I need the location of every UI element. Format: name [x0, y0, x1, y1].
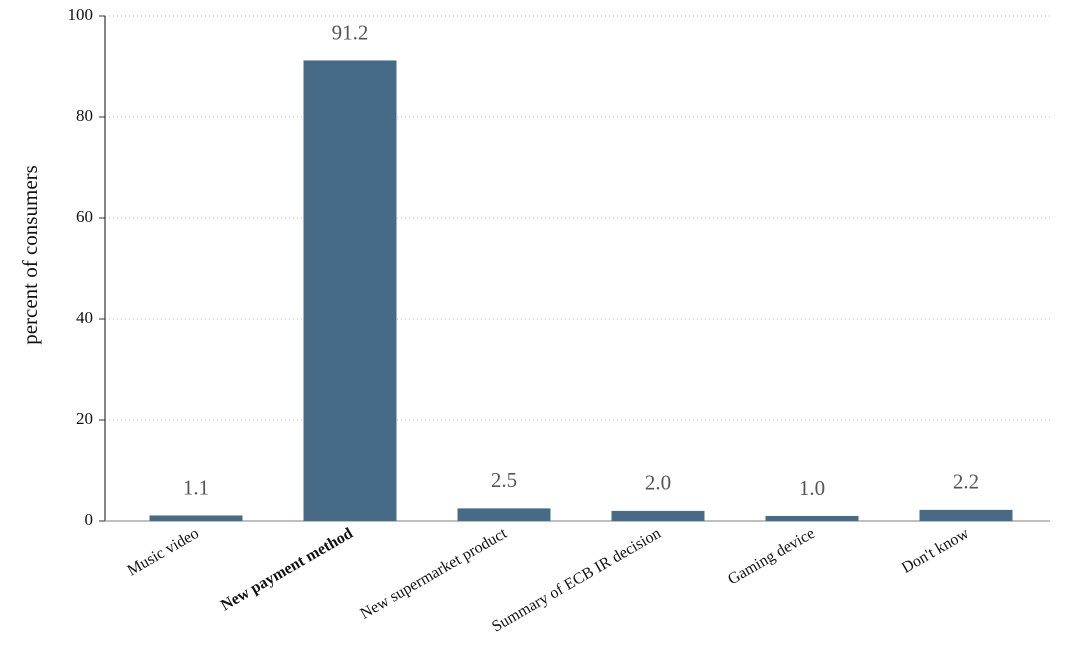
value-label: 1.0 — [799, 476, 825, 500]
bar — [919, 509, 1013, 521]
x-tick-label: Summary of ECB IR decision — [489, 525, 664, 636]
value-label: 1.1 — [183, 475, 209, 499]
value-label: 91.2 — [332, 20, 369, 44]
x-tick-label: Gaming device — [725, 525, 818, 588]
y-tick-label: 80 — [76, 106, 93, 125]
bar — [457, 508, 551, 521]
value-label: 2.0 — [645, 471, 671, 495]
y-tick-label: 40 — [76, 308, 93, 327]
y-tick-label: 0 — [85, 510, 94, 529]
bar — [765, 515, 859, 521]
y-tick-label: 100 — [68, 5, 94, 24]
y-tick-label: 20 — [76, 409, 93, 428]
value-label: 2.2 — [953, 470, 979, 494]
bar — [303, 60, 397, 521]
value-label: 2.5 — [491, 468, 517, 492]
y-axis-label: percent of consumers — [18, 165, 42, 345]
x-tick-label: Don't know — [899, 525, 972, 577]
y-tick-label: 60 — [76, 207, 93, 226]
x-tick-label: New payment method — [218, 525, 356, 614]
x-tick-label: Music video — [124, 525, 201, 579]
bar — [149, 515, 243, 521]
bar — [611, 510, 705, 521]
x-tick-label: New supermarket product — [357, 525, 510, 623]
